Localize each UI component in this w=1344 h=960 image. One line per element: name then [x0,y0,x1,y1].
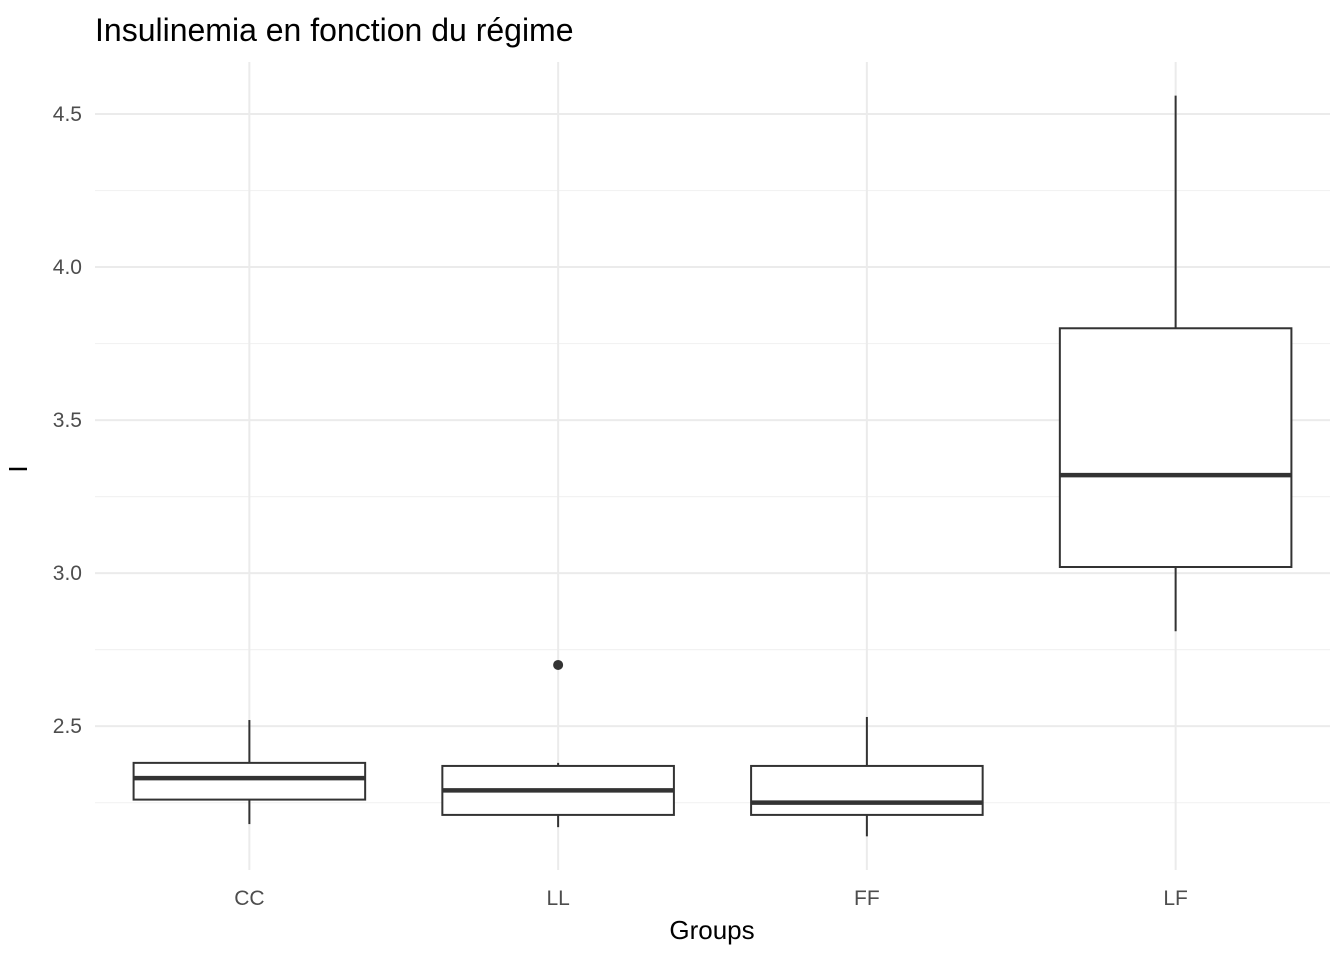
y-tick-label: 3.5 [53,409,82,432]
box-group-cc [132,720,367,825]
y-tick-label: 3.0 [53,562,82,585]
axis-layer: 2.5 3.0 3.5 4.0 4.5 CC LL FF LF [53,103,1188,910]
outlier-point-ll [553,659,564,670]
y-axis-title: I [3,465,33,472]
box-group-ff [750,716,984,837]
x-tick-label-cc: CC [234,887,264,910]
x-axis-title: Groups [669,915,754,945]
y-tick-label: 4.5 [53,103,82,126]
box-ff [750,764,984,816]
y-tick-label: 4.0 [53,256,82,279]
x-tick-label-ll: LL [546,887,569,910]
box-cc [132,761,367,801]
y-tick-label: 2.5 [53,715,82,738]
x-tick-label-lf: LF [1163,887,1188,910]
box-group-ll [441,659,675,828]
x-tick-label-ff: FF [854,887,880,910]
marks-layer [132,95,1293,837]
box-group-lf [1058,95,1293,632]
chart-title: Insulinemia en fonction du régime [95,12,574,48]
box-lf [1058,327,1293,569]
